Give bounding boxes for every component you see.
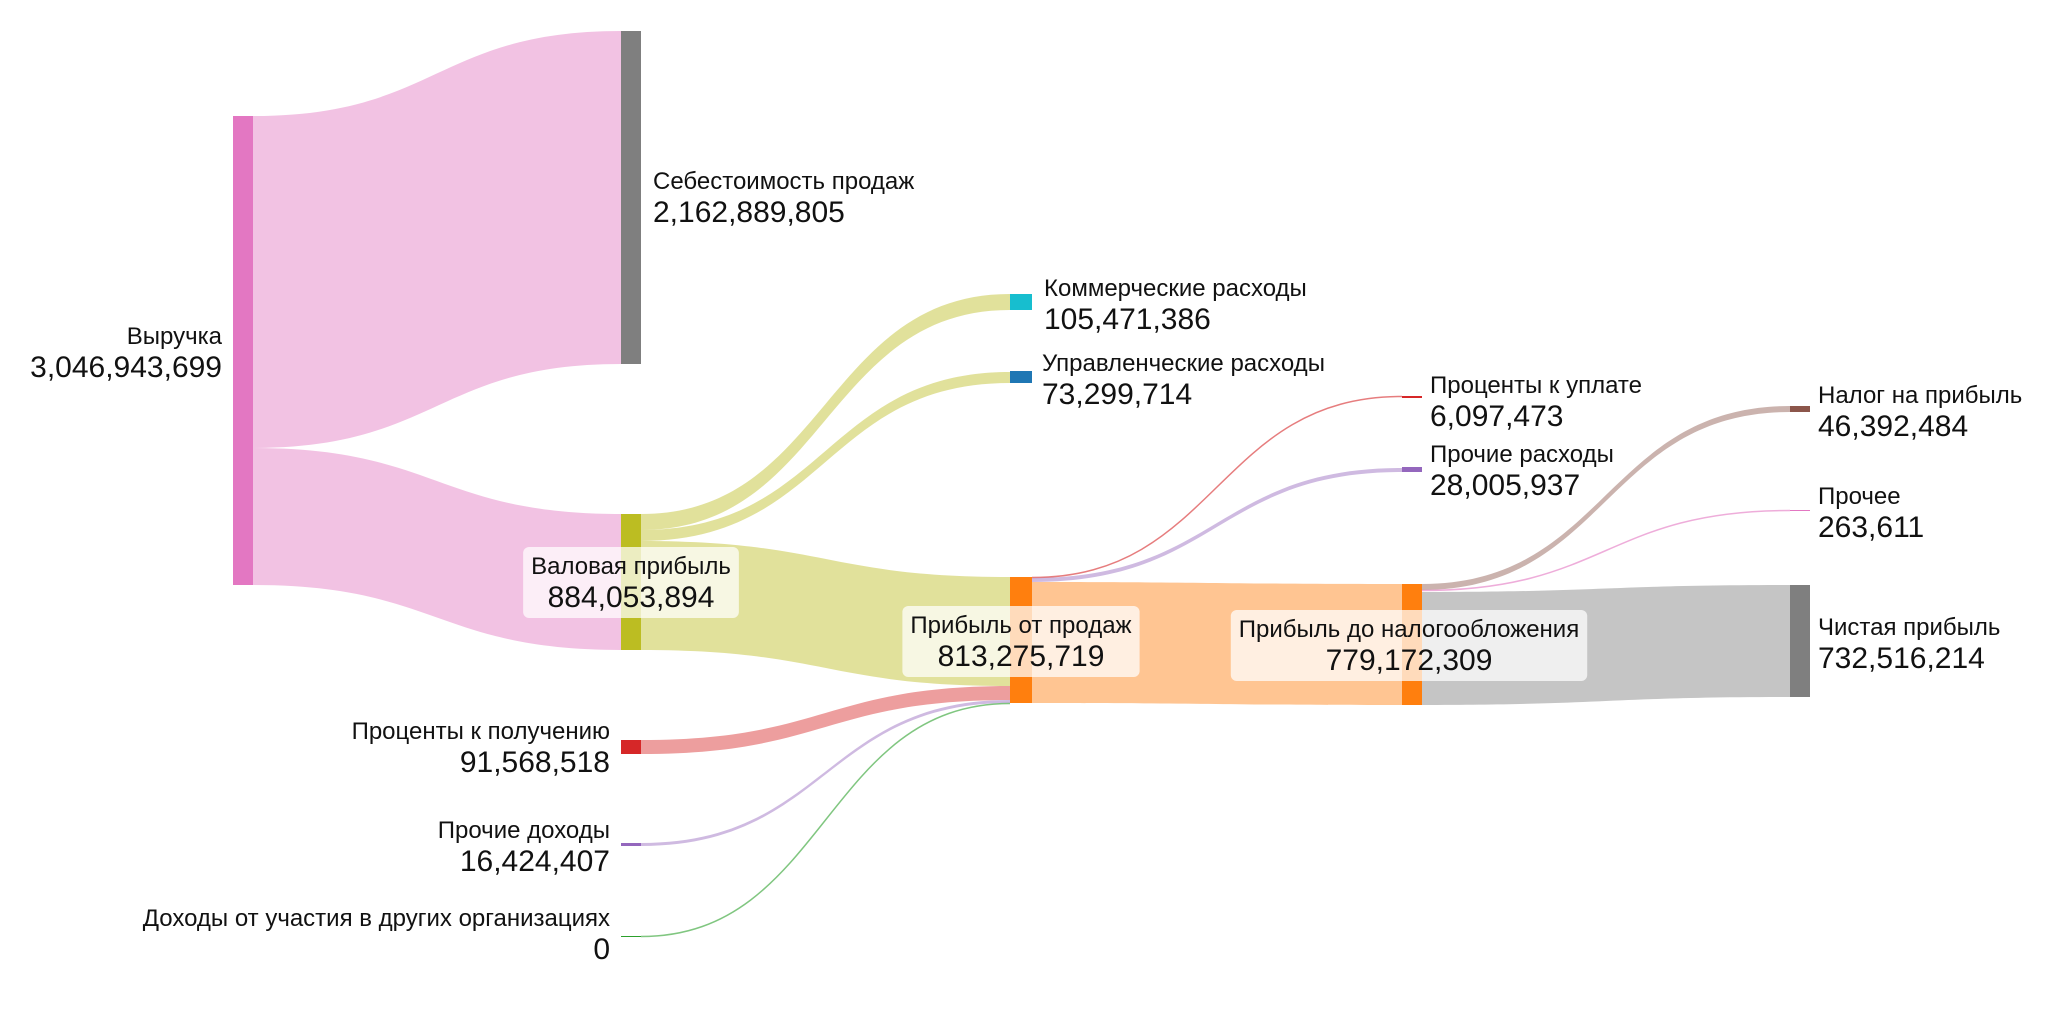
node-value-revenue: 3,046,943,699 — [30, 351, 222, 384]
node-name-selling: Коммерческие расходы — [1044, 275, 1307, 302]
node-name-pretax: Прибыль до налогообложения — [1239, 616, 1579, 643]
node-other — [1790, 510, 1810, 511]
node-name-op_profit: Прибыль от продаж — [910, 612, 1131, 639]
node-name-oth_inc: Прочие доходы — [438, 817, 610, 844]
node-value-cogs: 2,162,889,805 — [653, 196, 845, 229]
link-gross-to-selling — [641, 294, 1010, 530]
node-name-other: Прочее — [1818, 483, 1901, 510]
node-value-net: 732,516,214 — [1818, 642, 1985, 675]
node-name-net: Чистая прибыль — [1818, 614, 2000, 641]
label-box-op_profit — [902, 606, 1140, 677]
node-value-selling: 105,471,386 — [1044, 303, 1211, 336]
node-name-oth_exp: Прочие расходы — [1430, 441, 1614, 468]
node-name-part_inc: Доходы от участия в других организациях — [143, 905, 610, 932]
link-pretax-to-tax — [1422, 406, 1790, 590]
node-int_recv — [621, 740, 641, 754]
node-part_inc — [621, 936, 641, 937]
node-oth_exp — [1402, 467, 1422, 472]
node-admin — [1010, 371, 1032, 383]
link-line-op_profit-to-int_pay — [1031, 395, 1403, 579]
node-value-tax: 46,392,484 — [1818, 410, 1968, 443]
link-oth_inc-to-op_profit — [641, 700, 1010, 846]
node-value-oth_inc: 16,424,407 — [460, 845, 610, 878]
link-line-pretax-to-other — [1421, 509, 1791, 592]
node-value-gross: 884,053,894 — [548, 581, 715, 614]
node-value-op_profit: 813,275,719 — [938, 640, 1105, 673]
link-int_recv-to-op_profit — [641, 686, 1010, 754]
link-revenue-to-cogs — [253, 31, 621, 448]
label-box-pretax — [1230, 610, 1588, 681]
node-value-other: 263,611 — [1818, 511, 1924, 544]
node-value-admin: 73,299,714 — [1042, 378, 1192, 411]
node-tax — [1790, 406, 1810, 412]
node-cogs — [621, 31, 641, 364]
node-name-int_pay: Проценты к уплате — [1430, 372, 1642, 399]
node-name-admin: Управленческие расходы — [1042, 350, 1325, 377]
link-line-part_inc-to-op_profit — [640, 702, 1011, 938]
link-gross-to-admin — [641, 372, 1010, 541]
label-box-gross — [523, 547, 739, 618]
node-value-pretax: 779,172,309 — [1326, 644, 1493, 677]
node-revenue — [233, 116, 253, 585]
node-name-int_recv: Проценты к получению — [352, 718, 610, 745]
node-name-tax: Налог на прибыль — [1818, 382, 2022, 409]
node-oth_inc — [621, 843, 641, 846]
node-name-cogs: Себестоимость продаж — [653, 168, 914, 195]
link-op_profit-to-oth_exp — [1032, 468, 1402, 582]
node-selling — [1010, 294, 1032, 310]
node-int_pay — [1402, 396, 1422, 398]
node-net — [1790, 585, 1810, 697]
node-value-oth_exp: 28,005,937 — [1430, 469, 1580, 502]
node-value-int_pay: 6,097,473 — [1430, 400, 1563, 433]
node-value-part_inc: 0 — [593, 933, 610, 966]
node-name-revenue: Выручка — [127, 323, 223, 350]
node-name-gross: Валовая прибыль — [531, 553, 731, 580]
node-value-int_recv: 91,568,518 — [460, 746, 610, 779]
